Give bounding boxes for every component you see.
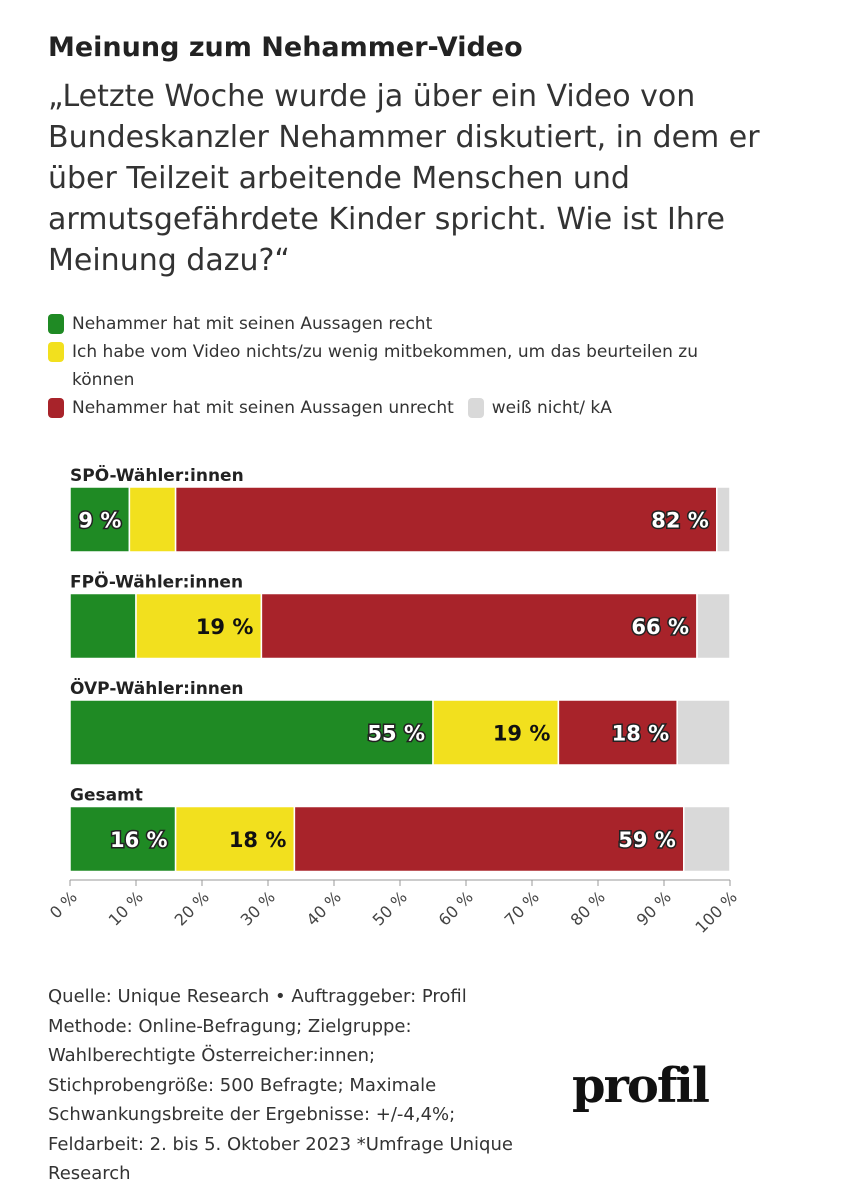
x-tick-label: 40 % (303, 887, 345, 929)
category-label: FPÖ-Wähler:innen (70, 571, 243, 593)
bar-segment (683, 805, 731, 873)
bar-segment (432, 699, 560, 766)
data-label: 18 % (229, 828, 287, 852)
category-label: ÖVP-Wähler:innen (70, 677, 244, 699)
x-tick-label: 70 % (501, 887, 543, 929)
x-tick-label: 20 % (171, 887, 213, 929)
logo: profil (572, 1058, 710, 1114)
legend-label: Nehammer hat mit seinen Aussagen recht (72, 314, 433, 334)
source-note: Quelle: Unique Research • Auftraggeber: … (48, 986, 513, 1184)
legend: Nehammer hat mit seinen Aussagen recht Ic… (48, 310, 768, 427)
x-tick-label: 10 % (105, 887, 147, 929)
data-label: 59 % (618, 828, 676, 852)
x-tick-label: 0 % (46, 887, 81, 922)
bar-segment (716, 486, 731, 553)
x-tick-label: 80 % (567, 887, 609, 929)
legend-swatch (48, 342, 64, 362)
bar-segment (696, 592, 731, 660)
x-tick-label: 90 % (633, 887, 675, 929)
bar-segment (174, 486, 718, 553)
chart-title: Meinung zum Nehammer-Video (48, 32, 523, 63)
category-label: SPÖ-Wähler:innen (70, 464, 244, 486)
x-tick-label: 100 % (691, 887, 740, 936)
x-tick-label: 30 % (237, 887, 279, 929)
x-tick-label: 50 % (369, 887, 411, 929)
legend-item: weiß nicht/ kA (467, 394, 612, 422)
legend-item: Nehammer hat mit seinen Aussagen recht (48, 310, 754, 338)
bar-segment (69, 592, 137, 660)
bar-segment (676, 699, 731, 766)
data-label: 19 % (196, 615, 254, 639)
bar-segment (557, 699, 678, 766)
data-label: 9 % (78, 509, 121, 533)
bar-segment (69, 699, 434, 766)
legend-item: Nehammer hat mit seinen Aussagen unrecht (48, 394, 454, 422)
data-label: 82 % (651, 509, 709, 533)
legend-swatch (48, 314, 64, 334)
data-label: 55 % (367, 722, 425, 746)
data-label: 18 % (612, 722, 670, 746)
legend-item: Ich habe vom Video nichts/zu wenig mitbe… (48, 338, 754, 394)
bar-segment (293, 805, 685, 873)
bar-segment (174, 805, 296, 873)
data-label: 19 % (493, 722, 551, 746)
data-label: 16 % (110, 828, 168, 852)
bar-segment (69, 805, 177, 873)
x-tick-label: 60 % (435, 887, 477, 929)
legend-swatch (48, 398, 64, 418)
chart-subtitle: „Letzte Woche wurde ja über ein Video vo… (48, 79, 760, 278)
bar-segment (135, 592, 263, 660)
legend-label: Nehammer hat mit seinen Aussagen unrecht (72, 398, 454, 418)
data-label: 66 % (631, 615, 689, 639)
legend-label: weiß nicht/ kA (491, 398, 612, 418)
bar-segment (128, 486, 177, 553)
category-label: Gesamt (70, 786, 143, 806)
bar-segment (260, 592, 698, 660)
legend-label: Ich habe vom Video nichts/zu wenig mitbe… (72, 342, 698, 390)
legend-swatch (467, 398, 484, 418)
